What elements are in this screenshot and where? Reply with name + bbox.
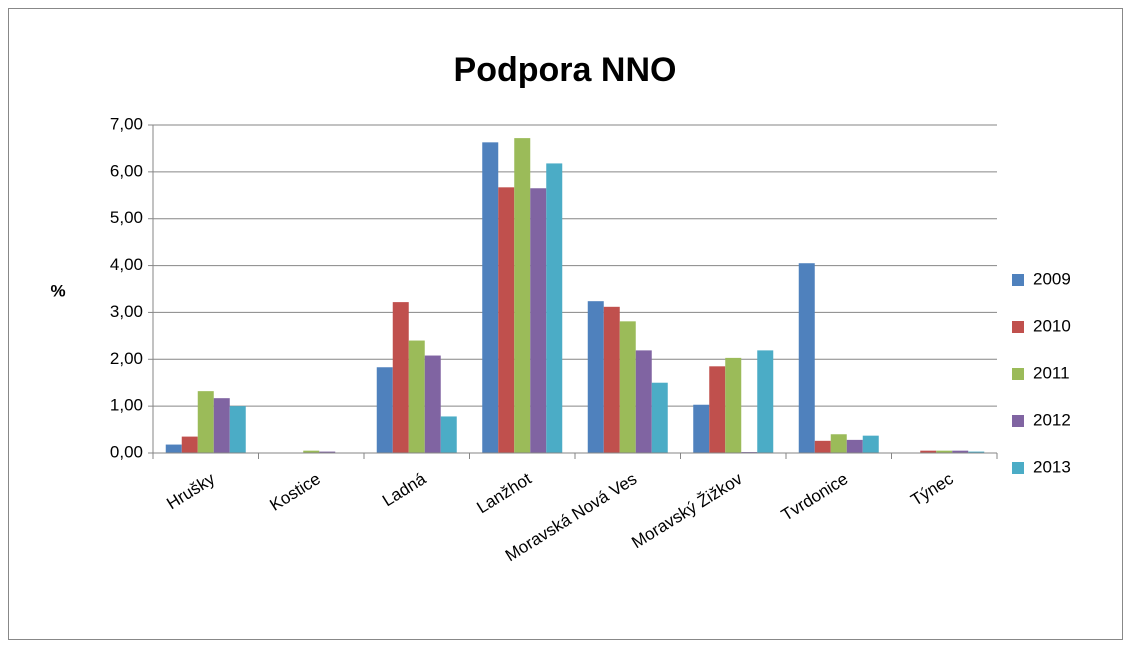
legend-label: 2009 [1033, 269, 1071, 288]
bar [303, 450, 320, 453]
legend-swatch [1012, 462, 1024, 474]
legend-swatch [1012, 368, 1024, 380]
chart-title: Podpora NNO [454, 51, 677, 89]
legend-swatch [1012, 415, 1024, 427]
y-tick-label: 3,00 [110, 302, 143, 321]
bar [952, 450, 969, 453]
bar [862, 435, 879, 453]
bar [319, 451, 336, 453]
bar [830, 434, 847, 453]
bar [165, 444, 182, 453]
bar [651, 382, 668, 453]
bar [635, 350, 652, 453]
y-tick-label: 1,00 [110, 396, 143, 415]
y-tick-label: 5,00 [110, 208, 143, 227]
legend-label: 2012 [1033, 410, 1071, 429]
bar [920, 450, 937, 453]
bar [482, 142, 499, 453]
bar [814, 440, 831, 453]
y-tick-label: 2,00 [110, 349, 143, 368]
bar [693, 404, 710, 453]
legend-label: 2011 [1033, 363, 1070, 382]
bar [619, 321, 636, 453]
bar [725, 357, 742, 453]
bar [530, 188, 547, 453]
bar [229, 406, 246, 453]
bar [392, 302, 409, 453]
bar [968, 451, 985, 453]
bar [936, 450, 953, 453]
legend-label: 2010 [1033, 316, 1071, 335]
y-tick-label: 6,00 [110, 161, 143, 180]
y-axis-label: % [50, 281, 65, 300]
bar [181, 436, 198, 453]
bar [197, 391, 214, 453]
bar [440, 416, 457, 453]
y-tick-label: 0,00 [110, 442, 143, 461]
bar [757, 350, 774, 453]
legend-swatch [1012, 274, 1024, 286]
legend-swatch [1012, 321, 1024, 333]
bar [424, 355, 441, 453]
chart-frame [8, 8, 1123, 640]
legend-label: 2013 [1033, 457, 1071, 476]
bar [514, 138, 531, 453]
bar [603, 306, 620, 453]
bar [213, 398, 230, 453]
y-tick-label: 7,00 [110, 114, 143, 133]
bar [546, 163, 563, 453]
bar [798, 263, 815, 453]
bar [846, 439, 863, 453]
bar [408, 340, 425, 453]
bar [498, 187, 515, 453]
bar [376, 367, 393, 453]
bar [587, 301, 604, 453]
bar [709, 366, 726, 453]
y-tick-label: 4,00 [110, 255, 143, 274]
